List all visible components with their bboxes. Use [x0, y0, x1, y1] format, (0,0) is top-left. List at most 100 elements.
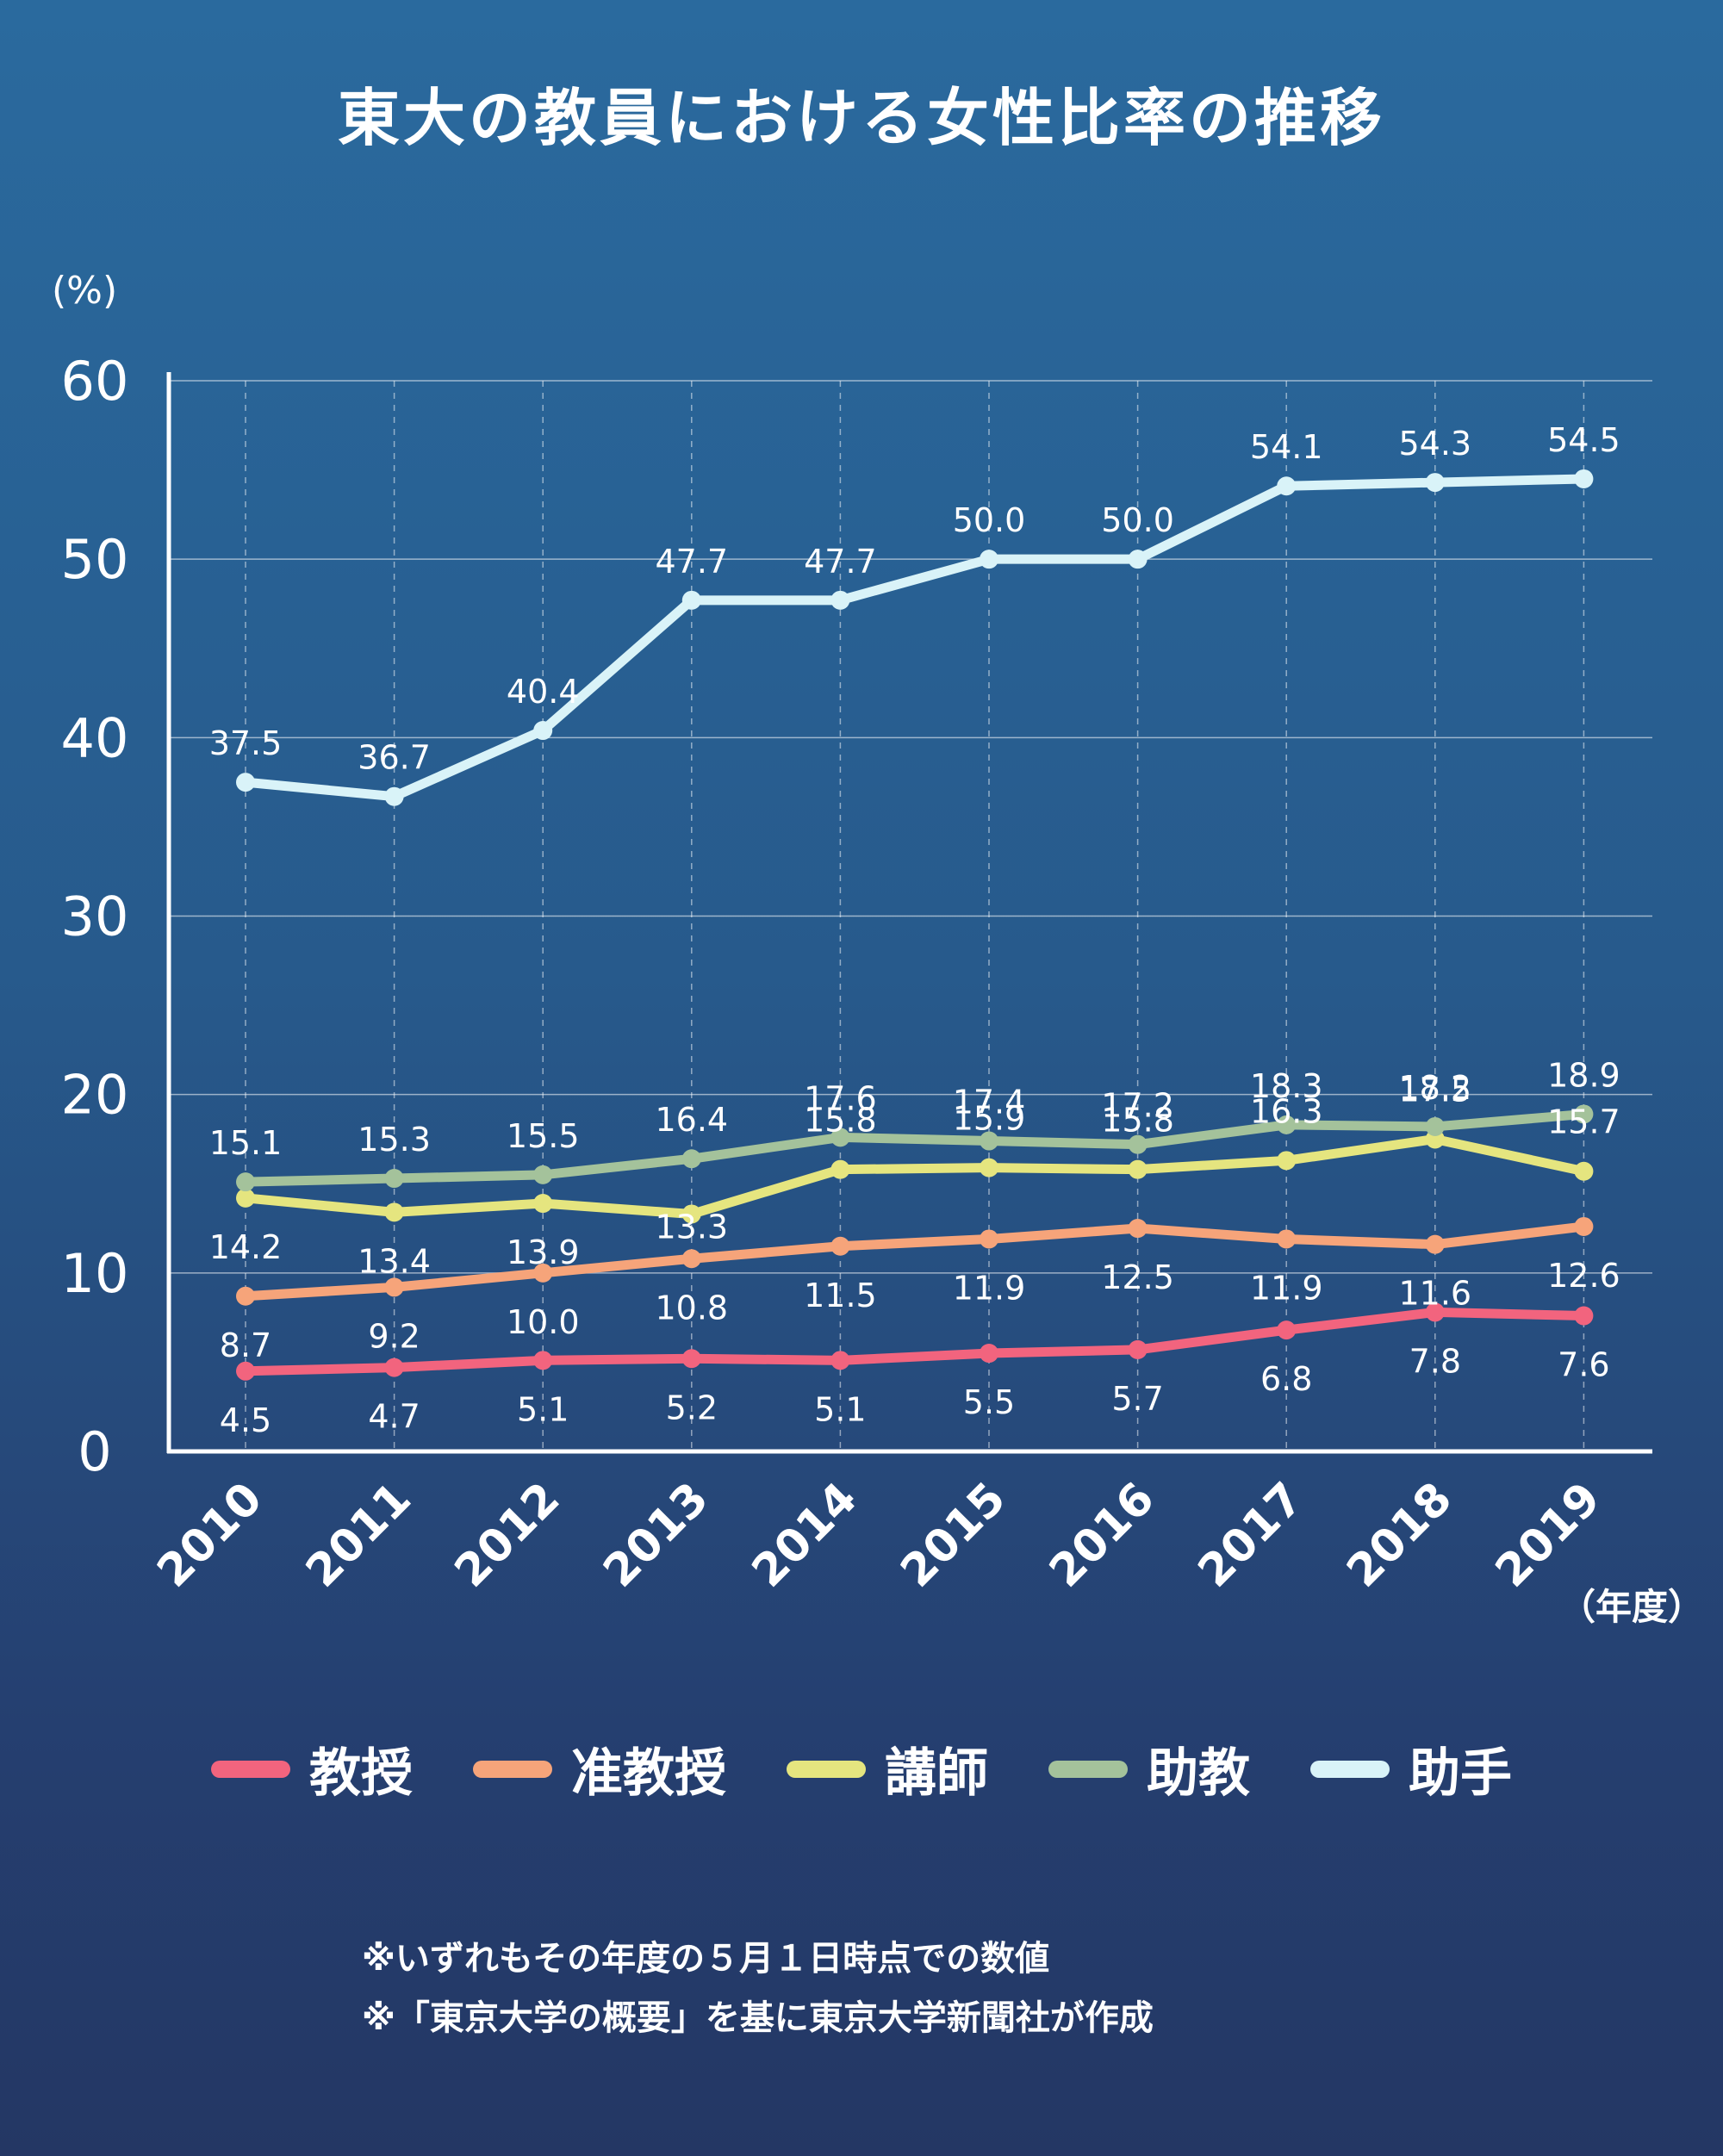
- data-label: 13.9: [507, 1233, 580, 1271]
- data-point: [1277, 1320, 1297, 1340]
- data-point: [384, 1202, 404, 1222]
- series-line-助教: [240, 1109, 1589, 1187]
- data-point: [830, 1351, 850, 1370]
- series-line-講師: [240, 1134, 1589, 1219]
- data-label: 4.7: [368, 1398, 420, 1436]
- data-label: 7.8: [1409, 1342, 1461, 1380]
- data-point: [1277, 1229, 1297, 1249]
- legend-label: 助教: [1147, 1743, 1250, 1804]
- data-point: [681, 1249, 701, 1269]
- legend-item: 講師: [787, 1731, 988, 1806]
- legend-swatch: [787, 1760, 866, 1778]
- legend-label: 准教授: [571, 1743, 726, 1804]
- data-label: 11.9: [1250, 1269, 1323, 1307]
- data-label: 18.3: [1250, 1067, 1323, 1105]
- x-axis-unit: （年度）: [1559, 1586, 1704, 1628]
- legend: 教授 准教授 講師 助教 助手: [0, 1731, 1723, 1806]
- data-point: [533, 721, 553, 741]
- data-point: [1574, 1104, 1594, 1124]
- data-label: 50.0: [1101, 501, 1174, 539]
- series-line-助手: [240, 474, 1589, 802]
- data-label: 17.4: [953, 1084, 1026, 1121]
- y-tick-label: 20: [61, 1064, 129, 1127]
- data-point: [1128, 1134, 1148, 1154]
- data-label: 15.9: [953, 1100, 1026, 1138]
- data-label: 15.5: [507, 1117, 580, 1155]
- data-label: 17.6: [804, 1079, 877, 1117]
- data-label: 9.2: [368, 1317, 420, 1355]
- data-label: 11.9: [953, 1269, 1026, 1307]
- data-label: 5.5: [963, 1383, 1015, 1421]
- data-point: [1425, 473, 1445, 493]
- data-label: 47.7: [655, 543, 728, 581]
- data-point: [384, 1358, 404, 1377]
- data-point: [1128, 1159, 1148, 1179]
- data-label: 12.6: [1547, 1257, 1620, 1295]
- data-point: [980, 1158, 998, 1177]
- data-label: 11.6: [1398, 1275, 1471, 1313]
- data-label: 7.6: [1558, 1346, 1609, 1384]
- data-point: [533, 1165, 553, 1184]
- data-point: [681, 1349, 701, 1369]
- data-point: [1425, 1234, 1445, 1254]
- data-point: [830, 1236, 850, 1256]
- data-label: 50.0: [953, 501, 1026, 539]
- x-tick-label: 2014: [743, 1473, 868, 1598]
- data-label: 16.4: [655, 1101, 728, 1139]
- legend-swatch: [1310, 1760, 1390, 1778]
- data-label: 15.3: [358, 1121, 431, 1159]
- data-point: [980, 1131, 998, 1151]
- data-point: [681, 1149, 701, 1169]
- notes: ※いずれもその年度の５月１日時点での数値 ※「東京大学の概要」を基に東京大学新聞…: [362, 1929, 1154, 2048]
- x-tick-label: 2015: [891, 1473, 1016, 1598]
- data-label: 54.3: [1398, 425, 1471, 463]
- grid-layer: [169, 380, 1652, 1451]
- data-label: 15.8: [1101, 1102, 1174, 1140]
- x-tick-label: 2016: [1040, 1473, 1165, 1598]
- data-point: [236, 1361, 255, 1381]
- note-line: ※「東京大学の概要」を基に東京大学新聞社が作成: [362, 1998, 1154, 2038]
- data-label: 40.4: [507, 673, 580, 711]
- y-tick-label: 60: [61, 350, 129, 413]
- y-tick-label: 10: [61, 1242, 129, 1305]
- data-label: 16.3: [1250, 1092, 1323, 1130]
- data-point: [1128, 1219, 1148, 1239]
- data-point: [236, 1188, 255, 1208]
- data-label: 13.4: [358, 1242, 431, 1280]
- data-point: [1574, 469, 1594, 488]
- data-point: [533, 1194, 553, 1214]
- legend-item: 教授: [211, 1731, 413, 1806]
- data-point: [236, 1172, 255, 1192]
- data-point: [681, 1204, 701, 1224]
- legend-item: 准教授: [473, 1731, 726, 1806]
- data-point: [830, 1159, 850, 1179]
- legend-item: 助教: [1048, 1731, 1250, 1806]
- data-point: [980, 1344, 998, 1364]
- data-point: [1277, 1151, 1297, 1171]
- x-tick-label: 2013: [594, 1473, 718, 1598]
- data-label: 17.2: [1101, 1087, 1174, 1125]
- legend-swatch: [1048, 1760, 1128, 1778]
- data-label: 54.5: [1547, 421, 1620, 459]
- y-tick-label: 30: [61, 885, 129, 948]
- data-point: [1277, 1115, 1297, 1134]
- data-point: [236, 1286, 255, 1306]
- data-point: [830, 1128, 850, 1147]
- x-tick-label: 2019: [1486, 1473, 1611, 1598]
- data-point: [1128, 550, 1148, 569]
- data-label: 17.5: [1398, 1071, 1471, 1109]
- axis-layer: [166, 372, 1652, 1454]
- data-label: 15.8: [804, 1102, 877, 1140]
- series-line-准教授: [240, 1221, 1589, 1302]
- legend-swatch: [473, 1760, 552, 1778]
- series-line-教授: [240, 1307, 1589, 1376]
- data-point: [384, 1277, 404, 1297]
- legend-label: 助手: [1409, 1743, 1512, 1804]
- data-point: [384, 786, 404, 806]
- data-point: [1277, 476, 1297, 496]
- data-label: 37.5: [209, 724, 283, 762]
- note-line: ※いずれもその年度の５月１日時点での数値: [362, 1939, 1050, 1979]
- data-label: 15.7: [1547, 1103, 1620, 1141]
